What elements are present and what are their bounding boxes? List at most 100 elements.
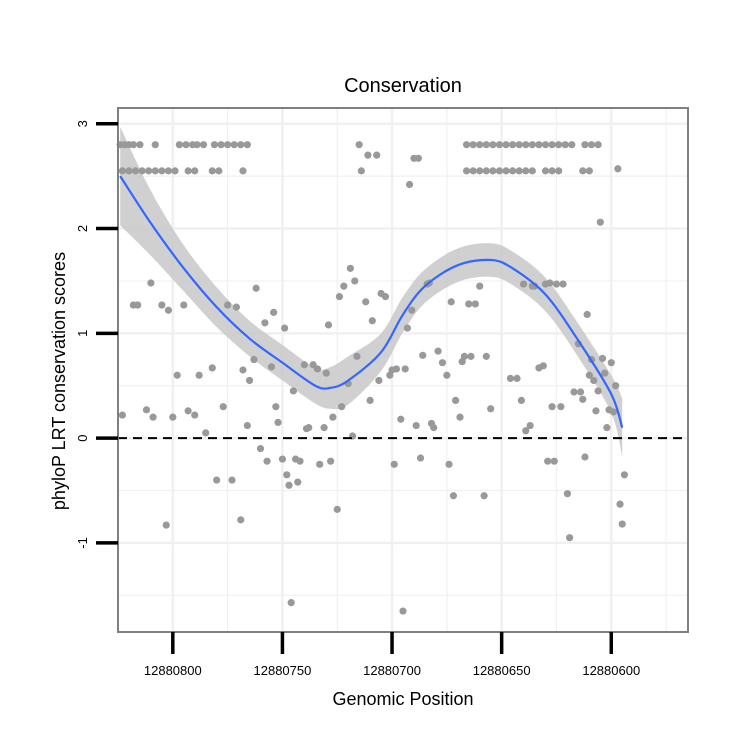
data-point bbox=[364, 151, 372, 159]
x-axis-label: Genomic Position bbox=[332, 689, 473, 709]
data-point bbox=[522, 141, 530, 149]
data-point bbox=[434, 347, 442, 355]
data-point bbox=[592, 407, 600, 415]
plot-border bbox=[117, 107, 689, 633]
data-point bbox=[195, 371, 203, 379]
data-point bbox=[502, 141, 510, 149]
data-point bbox=[482, 352, 490, 360]
data-point bbox=[462, 141, 471, 149]
data-point bbox=[620, 471, 629, 479]
data-point bbox=[355, 141, 363, 149]
data-point bbox=[557, 403, 565, 411]
data-point bbox=[134, 301, 142, 309]
data-point bbox=[576, 388, 585, 396]
data-point bbox=[579, 167, 587, 175]
data-point bbox=[239, 366, 247, 374]
data-point bbox=[585, 167, 593, 175]
data-point bbox=[612, 382, 620, 390]
data-point bbox=[541, 141, 550, 149]
data-point bbox=[191, 411, 199, 419]
data-point bbox=[322, 369, 330, 377]
data-point bbox=[399, 607, 407, 615]
data-point bbox=[528, 141, 536, 149]
data-point bbox=[587, 141, 596, 149]
x-tick-label: 12880650 bbox=[473, 663, 531, 678]
data-point bbox=[467, 352, 475, 360]
points-layer bbox=[116, 141, 629, 615]
data-point bbox=[401, 365, 409, 373]
data-point bbox=[583, 310, 591, 319]
data-point bbox=[607, 359, 615, 367]
data-point bbox=[213, 476, 221, 484]
data-point bbox=[210, 141, 219, 149]
data-point bbox=[581, 453, 589, 461]
data-point bbox=[285, 481, 293, 489]
data-point bbox=[405, 180, 414, 189]
data-point bbox=[555, 167, 563, 175]
data-point bbox=[509, 141, 517, 149]
data-point bbox=[465, 300, 473, 308]
data-point bbox=[283, 471, 291, 479]
data-point bbox=[219, 403, 227, 411]
data-point bbox=[495, 167, 504, 175]
data-point bbox=[535, 141, 543, 149]
confidence-ribbon bbox=[120, 126, 623, 457]
data-point bbox=[513, 374, 521, 382]
data-point bbox=[419, 351, 427, 359]
data-point bbox=[193, 141, 201, 149]
data-point bbox=[274, 418, 282, 426]
data-point bbox=[272, 403, 280, 411]
data-point bbox=[202, 429, 210, 437]
data-point bbox=[151, 167, 159, 175]
data-point bbox=[495, 141, 504, 149]
data-point bbox=[147, 279, 155, 287]
data-point bbox=[158, 167, 166, 175]
data-point bbox=[526, 421, 534, 430]
data-point bbox=[199, 141, 208, 149]
data-point bbox=[618, 520, 626, 528]
data-point bbox=[471, 300, 479, 308]
data-point bbox=[296, 457, 304, 465]
data-point bbox=[129, 141, 137, 149]
data-point bbox=[368, 317, 376, 325]
data-point bbox=[476, 141, 484, 149]
data-point bbox=[208, 364, 216, 372]
data-point bbox=[482, 141, 490, 149]
data-point bbox=[138, 167, 146, 175]
data-point bbox=[252, 284, 260, 292]
data-point bbox=[469, 141, 477, 149]
x-tick-label: 12880600 bbox=[582, 663, 640, 678]
data-point bbox=[528, 167, 536, 175]
data-point bbox=[263, 457, 271, 465]
data-point bbox=[430, 424, 438, 432]
data-point bbox=[544, 457, 552, 465]
axis-layer: 12880800 12880750 12880700 12880650 12880600… bbox=[75, 107, 689, 678]
data-point bbox=[489, 141, 497, 149]
data-point bbox=[278, 455, 287, 463]
data-point bbox=[136, 141, 144, 149]
data-point bbox=[460, 352, 468, 360]
data-point bbox=[559, 280, 567, 288]
data-point bbox=[596, 218, 604, 226]
data-point bbox=[250, 355, 258, 364]
data-point bbox=[316, 460, 324, 468]
data-point bbox=[581, 141, 589, 149]
data-point bbox=[281, 324, 289, 332]
data-point bbox=[224, 141, 232, 149]
data-point bbox=[614, 165, 622, 173]
data-point bbox=[173, 371, 181, 379]
data-point bbox=[548, 403, 556, 411]
data-point bbox=[502, 167, 510, 175]
data-point bbox=[243, 141, 251, 149]
data-point bbox=[151, 141, 159, 149]
data-point bbox=[270, 308, 278, 316]
data-point bbox=[412, 421, 420, 430]
data-point bbox=[208, 167, 216, 175]
data-point bbox=[237, 141, 245, 149]
data-point bbox=[590, 376, 598, 385]
data-point bbox=[548, 141, 556, 149]
data-point bbox=[487, 405, 495, 413]
data-point bbox=[375, 376, 383, 385]
